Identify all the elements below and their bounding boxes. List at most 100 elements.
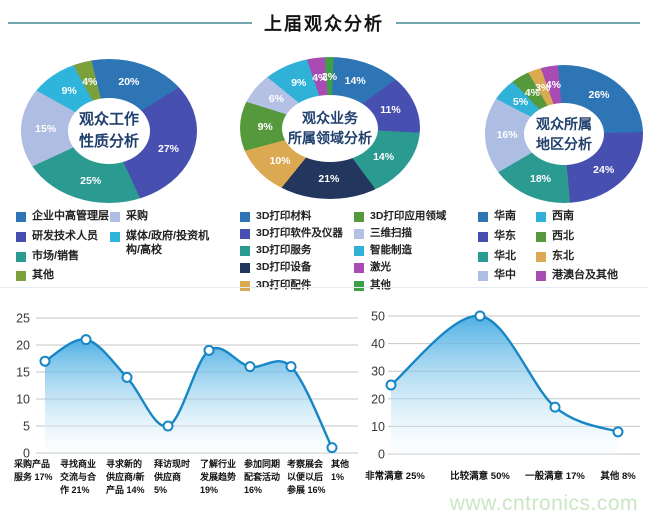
legend-item: 港澳台及其他 (536, 269, 644, 283)
legend-item: 华东 (478, 230, 536, 244)
page-title: 上届观众分析 (264, 14, 384, 34)
legend-swatch (536, 271, 546, 282)
legend-item: 3D打印配件 (240, 279, 354, 292)
legend-item: 华北 (478, 250, 536, 264)
legend-label: 东北 (552, 249, 574, 262)
x-axis-label: 非常满意 25% (365, 471, 425, 482)
legend-item: 3D打印设备 (240, 261, 354, 274)
svg-text:20: 20 (371, 392, 385, 406)
donut-slice-percent: 27% (157, 142, 180, 155)
donut-slice-percent: 9% (291, 77, 307, 90)
svg-text:0: 0 (23, 447, 30, 461)
legend-label: 媒体/政府/投资机构/高校 (126, 229, 210, 256)
legend-item: 智能制造 (354, 244, 458, 257)
legend-item: 西北 (536, 230, 644, 244)
section-divider (0, 287, 648, 288)
legend-label: 研发技术人员 (32, 229, 98, 242)
svg-text:5: 5 (23, 420, 30, 434)
svg-text:40: 40 (371, 337, 385, 351)
legend-swatch (240, 229, 250, 240)
legend-swatch (536, 251, 546, 262)
legend-swatch (354, 229, 364, 240)
title-rule-right (396, 22, 640, 24)
legend-label: 其他 (32, 269, 54, 282)
legend-swatch (16, 212, 26, 222)
legend-item: 激光 (354, 261, 458, 274)
legend-swatch (240, 263, 250, 274)
legend-region: 华南 华东 华北 华中 西南 西北 东北 港澳台及其他 (478, 210, 644, 283)
x-axis-label: 采购产品 服务 17% (14, 459, 53, 483)
x-axis-label: 其他 8% (600, 471, 636, 482)
legend-label: 西南 (552, 210, 574, 222)
legend-swatch (110, 212, 120, 222)
legend-swatch (16, 231, 26, 242)
legend-label: 3D打印材料 (256, 210, 312, 222)
donut-slice-percent: 4% (312, 71, 328, 84)
donut-slice-percent: 14% (373, 150, 395, 163)
legend-swatch (240, 280, 250, 291)
legend-label: 华北 (494, 249, 516, 262)
svg-text:15: 15 (16, 366, 30, 380)
legend-label: 其他 (370, 278, 391, 291)
donut-chart-work-nature: 观众工作 性质分析 20% 27% 25% 15% 9% 4% (21, 59, 197, 203)
donut-slice-percent: 11% (380, 103, 401, 116)
legend-swatch (536, 231, 546, 242)
donut-slice-percent: 14% (344, 74, 366, 87)
area-chart-canvas: 0 10 20 30 40 50 (371, 310, 640, 462)
header: 上届观众分析 (8, 10, 640, 36)
legend-swatch (354, 246, 364, 257)
legend-label: 港澳台及其他 (552, 269, 618, 282)
donut-slice-percent: 20% (118, 75, 140, 88)
donut-slice-percent: 9% (257, 120, 273, 133)
donut-center-label: 观众所属 地区分析 (524, 103, 604, 165)
donut-slice-percent: 10% (269, 154, 291, 167)
svg-text:10: 10 (371, 420, 385, 434)
legend-swatch (478, 251, 488, 262)
legend-column: 华南 华东 华北 华中 (478, 210, 536, 283)
legend-swatch (478, 271, 488, 282)
legend-item: 3D打印材料 (240, 210, 354, 223)
legend-swatch (240, 212, 250, 222)
legend-label: 华东 (494, 229, 516, 242)
legend-item: 3D打印服务 (240, 244, 354, 257)
donut-slice-percent: 4% (524, 86, 540, 99)
donut-slice-percent: 3% (535, 81, 551, 94)
donut-slice-percent: 16% (496, 129, 518, 142)
legend-column: 3D打印应用领域 三维扫描 智能制造 激光 其他 (354, 210, 458, 292)
svg-text:50: 50 (371, 310, 385, 324)
legend-swatch (16, 251, 26, 262)
legend-swatch (354, 212, 364, 222)
legend-swatch (478, 212, 488, 222)
x-axis-label: 参加同期 配套活动 16% (244, 459, 281, 496)
legend-label: 采购 (126, 210, 148, 222)
legend-label: 智能制造 (370, 244, 412, 257)
donut-center-label: 观众工作 性质分析 (68, 98, 150, 164)
legend-label: 3D打印服务 (256, 244, 312, 257)
legend-item: 西南 (536, 210, 644, 224)
legend-item: 采购 (110, 210, 214, 224)
legend-swatch (354, 263, 364, 274)
legend-column: 西南西北东北港澳台及其他 (536, 210, 644, 283)
legend-item: 市场/销售 (16, 250, 110, 264)
legend-item: 其他 (354, 279, 458, 292)
legend-label: 激光 (370, 261, 391, 274)
legend-item: 3D打印软件及仪器 (240, 227, 354, 240)
legend-swatch (478, 231, 488, 242)
donut-slice-percent: 6% (268, 93, 284, 106)
legend-column: 3D打印材料 3D打印软件及仪器 3D打印服务 3D打印设备 3D打印配件 (240, 210, 354, 292)
legend-item: 华中 (478, 269, 536, 283)
donut-center-line: 性质分析 (78, 133, 139, 150)
donut-slice-percent: 24% (593, 163, 615, 176)
svg-text:0: 0 (378, 448, 385, 462)
x-axis-label: 寻求新的 供应商/新 产品 14% (106, 459, 145, 496)
x-axis-label: 拜访现时 供应商 5% (154, 459, 191, 496)
legend-label: 3D打印配件 (256, 278, 312, 291)
svg-text:30: 30 (371, 365, 385, 379)
x-axis-label: 寻找商业 交流与合作 21% (60, 459, 97, 496)
legend-business-field: 3D打印材料 3D打印软件及仪器 3D打印服务 3D打印设备 3D打印配件 3D打印应用领… (240, 210, 458, 292)
donut-slice-percent: 26% (588, 88, 610, 101)
donut-slice-percent: 21% (318, 173, 340, 186)
donut-center-label: 观众业务 所属领域分析 (282, 94, 378, 162)
legend-item: 3D打印应用领域 (354, 210, 458, 223)
